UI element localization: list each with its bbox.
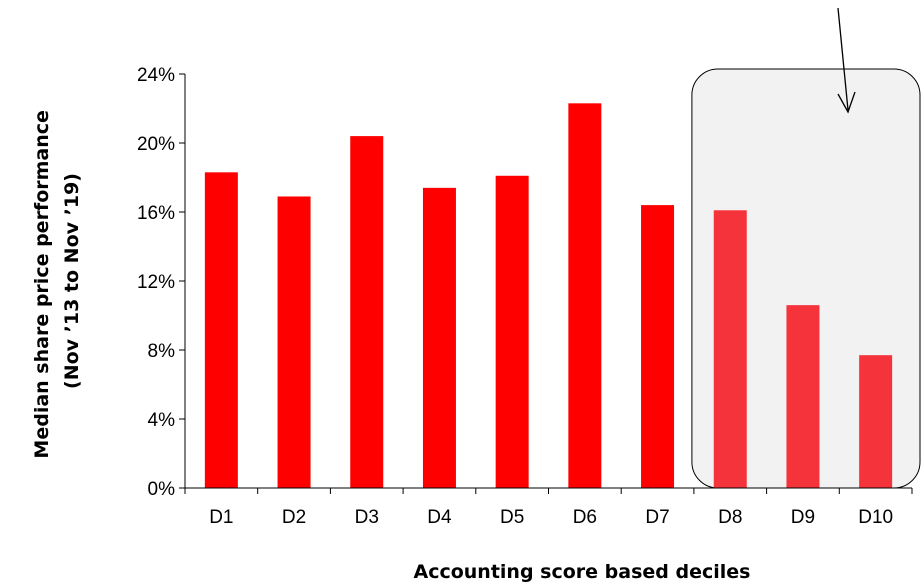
highlight-arrowhead-icon [837, 91, 856, 114]
y-tick-label: 12% [137, 272, 175, 293]
bar-d4 [422, 187, 456, 488]
y-axis-title: Median share price performance (Nov ’13 … [31, 103, 83, 458]
x-tick-label-d7: D7 [645, 507, 669, 528]
x-tick-label-d9: D9 [791, 507, 815, 528]
x-tick-label-d3: D3 [355, 507, 379, 528]
x-axis-title: Accounting score based deciles [414, 561, 751, 583]
bar-d8 [713, 210, 747, 488]
y-tick-label: 20% [137, 134, 175, 155]
x-tick-label-d4: D4 [427, 507, 452, 528]
bar-d3 [350, 136, 384, 488]
y-tick-label: 8% [148, 341, 176, 362]
x-tick-label-d2: D2 [282, 507, 306, 528]
y-axis-title-line-1: Median share price performance [31, 110, 53, 459]
bar-d1 [204, 172, 238, 488]
y-tick-label: 0% [148, 479, 176, 500]
x-tick-label-d6: D6 [573, 507, 597, 528]
x-tick-label-d1: D1 [209, 507, 233, 528]
y-axis-title-line-2: (Nov ’13 to Nov ’19) [61, 173, 83, 389]
bar-d6 [568, 103, 602, 488]
y-tick-label: 16% [137, 203, 175, 224]
x-tick-label-d8: D8 [718, 507, 742, 528]
bar-d10 [859, 355, 893, 488]
y-tick-label: 24% [137, 65, 175, 86]
x-tick-label-d10: D10 [858, 507, 893, 528]
x-tick-label-d5: D5 [500, 507, 524, 528]
highlight-arrow-icon [837, 7, 849, 111]
bar-d9 [786, 305, 820, 488]
bar-d5 [495, 175, 529, 488]
bar-d7 [641, 205, 675, 488]
y-tick-label: 4% [148, 410, 176, 431]
bar-d2 [277, 196, 311, 488]
